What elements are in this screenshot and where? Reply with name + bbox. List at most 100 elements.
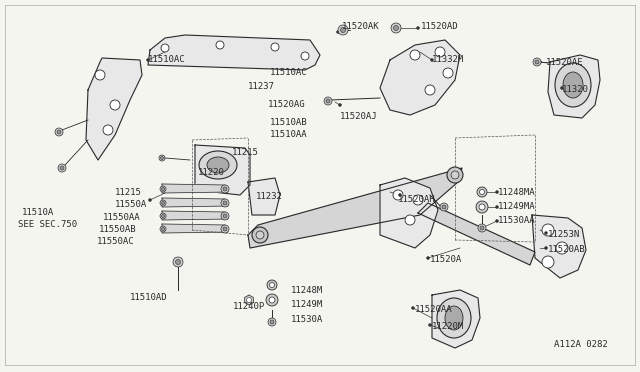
Ellipse shape [555, 63, 591, 107]
Text: 11550A: 11550A [115, 200, 147, 209]
Text: 11520AB: 11520AB [548, 245, 586, 254]
Circle shape [339, 103, 342, 106]
Circle shape [223, 214, 227, 218]
Circle shape [425, 85, 435, 95]
Polygon shape [248, 178, 280, 215]
Circle shape [542, 256, 554, 268]
Circle shape [326, 99, 330, 103]
Circle shape [533, 58, 541, 66]
Circle shape [216, 41, 224, 49]
Circle shape [545, 231, 547, 234]
Text: 11530A: 11530A [291, 315, 323, 324]
Ellipse shape [563, 72, 583, 98]
Circle shape [417, 26, 419, 29]
Circle shape [160, 186, 166, 192]
Circle shape [478, 224, 486, 232]
Ellipse shape [437, 298, 471, 338]
Text: 11220: 11220 [198, 168, 225, 177]
Circle shape [442, 205, 446, 209]
Circle shape [58, 164, 66, 172]
Circle shape [410, 50, 420, 60]
Circle shape [431, 58, 433, 61]
Ellipse shape [445, 306, 463, 330]
Circle shape [556, 242, 568, 254]
Text: 11520A: 11520A [430, 255, 462, 264]
Circle shape [426, 257, 429, 260]
Circle shape [545, 247, 547, 250]
Text: 11237: 11237 [248, 82, 275, 91]
Text: 11520AA: 11520AA [415, 305, 452, 314]
Circle shape [495, 190, 499, 193]
Circle shape [148, 199, 152, 202]
Circle shape [256, 231, 264, 239]
Circle shape [60, 166, 64, 170]
Circle shape [340, 28, 346, 32]
Circle shape [223, 227, 227, 231]
Polygon shape [248, 168, 462, 248]
Text: 11249M: 11249M [291, 300, 323, 309]
Circle shape [221, 199, 229, 207]
Circle shape [269, 282, 275, 288]
Circle shape [221, 185, 229, 193]
Circle shape [399, 193, 401, 196]
Circle shape [479, 204, 485, 210]
Circle shape [160, 226, 166, 232]
Text: 11248MA: 11248MA [498, 188, 536, 197]
Text: 11510A: 11510A [22, 208, 54, 217]
Ellipse shape [207, 157, 229, 173]
Circle shape [301, 52, 309, 60]
Circle shape [443, 68, 453, 78]
Circle shape [447, 167, 463, 183]
Polygon shape [418, 203, 535, 265]
Circle shape [110, 100, 120, 110]
Text: 11550AA: 11550AA [103, 213, 141, 222]
Text: 11520AD: 11520AD [421, 22, 459, 31]
Circle shape [161, 187, 164, 190]
Circle shape [538, 61, 541, 64]
Text: 11215: 11215 [232, 148, 259, 157]
Polygon shape [162, 198, 228, 207]
Text: 11550AB: 11550AB [99, 225, 136, 234]
Text: 11520AJ: 11520AJ [340, 112, 378, 121]
Circle shape [221, 212, 229, 220]
Polygon shape [162, 211, 228, 220]
Circle shape [160, 200, 166, 206]
Circle shape [246, 298, 252, 302]
Polygon shape [244, 295, 253, 305]
Text: 11332M: 11332M [432, 55, 464, 64]
Circle shape [495, 205, 499, 208]
Text: 11520AK: 11520AK [342, 22, 380, 31]
Text: 11510AC: 11510AC [270, 68, 308, 77]
Text: 11248M: 11248M [291, 286, 323, 295]
Text: 11240P: 11240P [233, 302, 265, 311]
Circle shape [405, 215, 415, 225]
Circle shape [159, 155, 165, 161]
Polygon shape [432, 290, 480, 348]
Polygon shape [548, 55, 600, 118]
Text: 11510AB: 11510AB [270, 118, 308, 127]
Circle shape [160, 213, 166, 219]
Circle shape [266, 294, 278, 306]
Polygon shape [148, 35, 320, 70]
Text: 11220M: 11220M [432, 322, 464, 331]
Circle shape [268, 318, 276, 326]
Text: 11520AG: 11520AG [268, 100, 306, 109]
Text: 11510AA: 11510AA [270, 130, 308, 139]
Circle shape [435, 47, 445, 57]
Text: SEE SEC.750: SEE SEC.750 [18, 220, 77, 229]
Polygon shape [380, 178, 438, 248]
Circle shape [413, 195, 423, 205]
Circle shape [267, 280, 277, 290]
Circle shape [412, 307, 415, 310]
Circle shape [223, 201, 227, 205]
Circle shape [393, 190, 403, 200]
Text: 11215: 11215 [115, 188, 142, 197]
Polygon shape [532, 215, 586, 278]
Polygon shape [162, 224, 228, 233]
Circle shape [542, 224, 554, 236]
Circle shape [394, 26, 399, 31]
Circle shape [324, 97, 332, 105]
Circle shape [338, 25, 348, 35]
Circle shape [440, 203, 448, 211]
Circle shape [269, 297, 275, 303]
